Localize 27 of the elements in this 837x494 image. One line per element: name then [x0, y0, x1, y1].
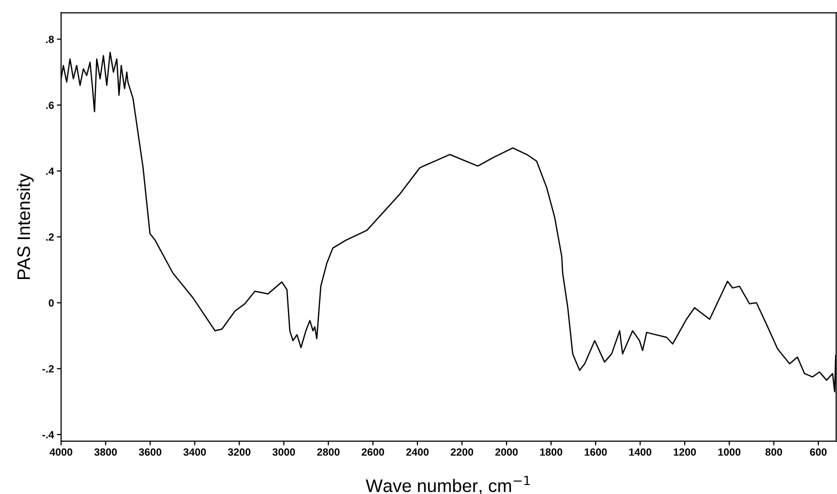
y-tick-label: .8: [46, 36, 54, 44]
x-tick-label: 2200: [450, 448, 474, 456]
x-tick-label: 2400: [406, 448, 429, 456]
x-tick-label: 1000: [718, 448, 740, 456]
y-tick-label: -.2: [42, 365, 54, 372]
x-tick-label: 2000: [495, 448, 518, 456]
x-tick-label: 4000: [50, 448, 72, 456]
x-tick-label: 3800: [94, 448, 117, 456]
x-tick-label: 3200: [228, 448, 250, 456]
y-tick-label: -.4: [42, 431, 54, 438]
x-tick-label: 1200: [674, 448, 696, 456]
x-tick-label: 1800: [540, 448, 562, 456]
y-tick-label: .2: [46, 233, 54, 241]
x-tick-label: 1600: [584, 448, 607, 456]
x-tick-label: 800: [765, 448, 782, 456]
x-tick-label: 1400: [629, 448, 652, 456]
x-axis-title: Wave number, cm$^{−1}$: [366, 476, 530, 494]
x-tick-label: 3400: [183, 448, 206, 456]
x-tick-label: 2600: [362, 448, 384, 456]
y-axis-title: PAS Intensity: [16, 174, 34, 280]
x-tick-label: 3000: [272, 448, 295, 456]
x-tick-label: 600: [810, 448, 827, 456]
x-tick-label: 3600: [138, 448, 162, 456]
y-tick-label: 0: [48, 299, 54, 307]
y-tick-label: .6: [46, 102, 54, 109]
y-tick-label: .4: [46, 168, 54, 175]
x-tick-label: 2800: [317, 448, 340, 456]
